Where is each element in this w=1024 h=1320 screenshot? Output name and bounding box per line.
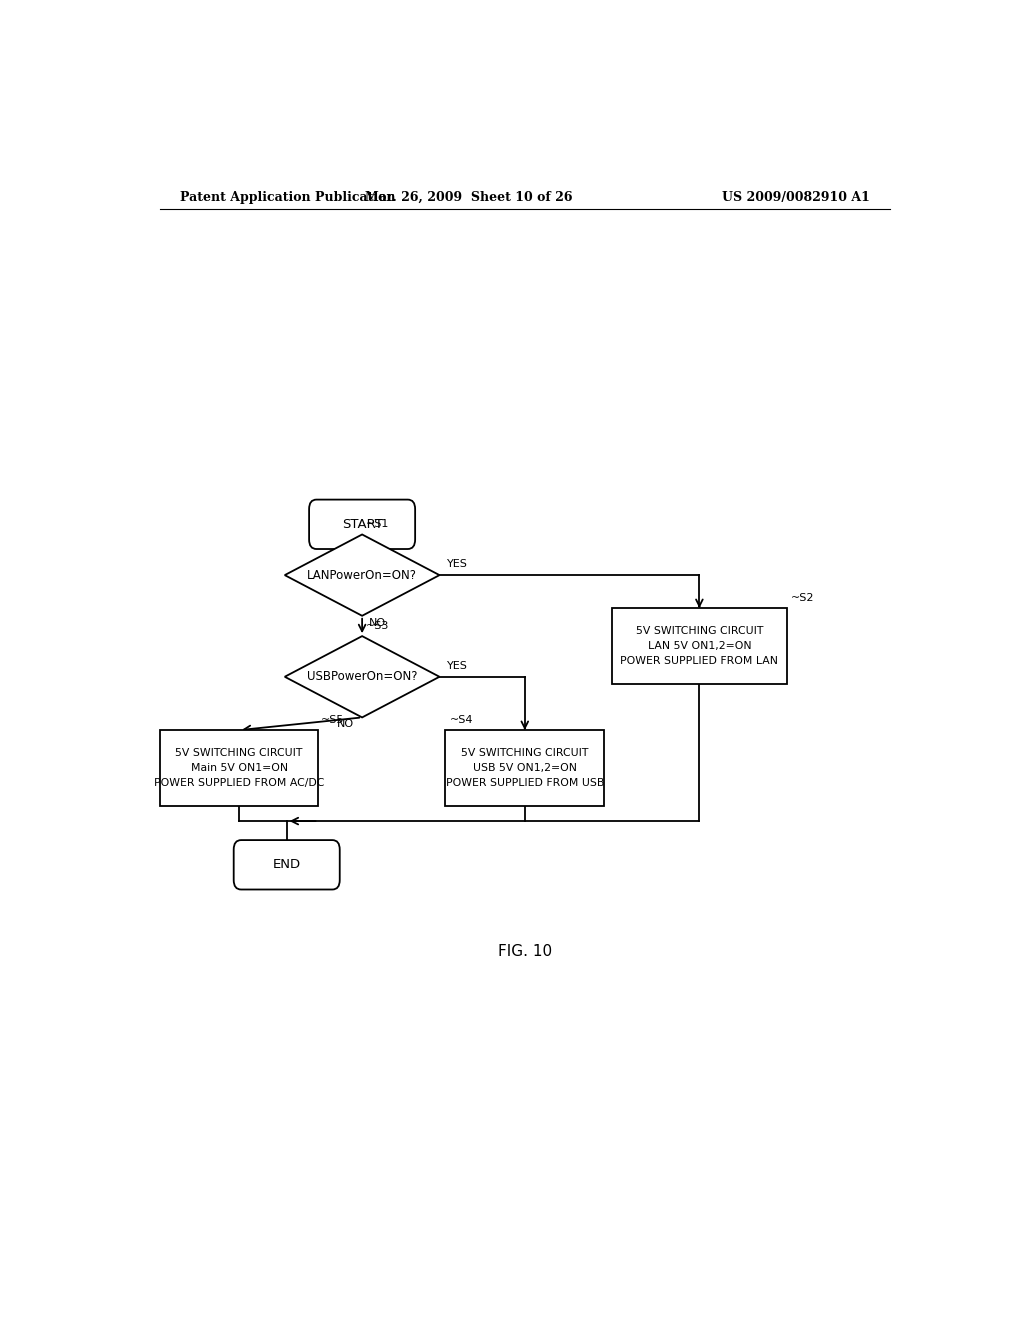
Bar (445, 730, 604, 807)
Bar (160, 730, 318, 807)
Text: FIG. 10: FIG. 10 (498, 944, 552, 958)
Text: ~S5: ~S5 (321, 715, 344, 725)
Text: Patent Application Publication: Patent Application Publication (179, 190, 395, 203)
Bar (612, 609, 786, 684)
Polygon shape (285, 535, 439, 616)
Text: 5V SWITCHING CIRCUIT
USB 5V ON1,2=ON
POWER SUPPLIED FROM USB: 5V SWITCHING CIRCUIT USB 5V ON1,2=ON POW… (445, 748, 604, 788)
Text: ~S2: ~S2 (791, 593, 814, 603)
Text: YES: YES (447, 560, 468, 569)
FancyBboxPatch shape (233, 840, 340, 890)
Text: END: END (272, 858, 301, 871)
Text: NO: NO (369, 618, 386, 628)
Text: 5V SWITCHING CIRCUIT
Main 5V ON1=ON
POWER SUPPLIED FROM AC/DC: 5V SWITCHING CIRCUIT Main 5V ON1=ON POWE… (154, 748, 325, 788)
Text: US 2009/0082910 A1: US 2009/0082910 A1 (722, 190, 870, 203)
Text: YES: YES (447, 661, 468, 671)
FancyBboxPatch shape (309, 499, 415, 549)
Text: ~S4: ~S4 (450, 715, 473, 725)
Text: ~S1: ~S1 (367, 519, 389, 529)
Text: LANPowerOn=ON?: LANPowerOn=ON? (307, 569, 417, 582)
Text: START: START (342, 517, 383, 531)
Text: ~S3: ~S3 (367, 620, 389, 631)
Text: USBPowerOn=ON?: USBPowerOn=ON? (307, 671, 418, 684)
Text: Mar. 26, 2009  Sheet 10 of 26: Mar. 26, 2009 Sheet 10 of 26 (366, 190, 573, 203)
Polygon shape (285, 636, 439, 718)
Text: NO: NO (337, 719, 354, 730)
Text: 5V SWITCHING CIRCUIT
LAN 5V ON1,2=ON
POWER SUPPLIED FROM LAN: 5V SWITCHING CIRCUIT LAN 5V ON1,2=ON POW… (621, 627, 778, 667)
